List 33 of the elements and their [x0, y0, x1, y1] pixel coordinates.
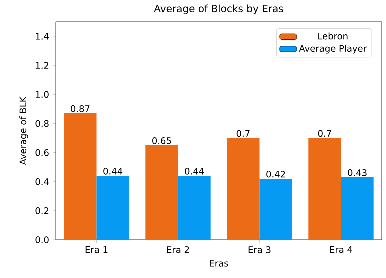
- y-tick-label: 0.8: [36, 120, 49, 128]
- data-label: 0.7: [236, 130, 250, 138]
- bar: [260, 178, 292, 240]
- bar: [178, 176, 211, 240]
- y-tick-label: 1.4: [36, 33, 49, 40]
- y-tick-label: 1.2: [36, 62, 49, 69]
- y-tick-label: 0.2: [36, 208, 49, 214]
- data-label: 0.7: [318, 130, 332, 138]
- data-label: 0.44: [185, 168, 204, 175]
- y-tick-label: 0.6: [36, 149, 49, 156]
- bar: [341, 177, 374, 240]
- data-label: 0.65: [152, 138, 172, 144]
- x-axis-title: Eras: [210, 260, 228, 267]
- y-tick-label: 1.0: [36, 91, 49, 98]
- bar: [227, 138, 260, 240]
- data-label: 0.44: [104, 168, 123, 175]
- legend-label: Lebron: [318, 32, 348, 40]
- y-axis-title: Average of BLK: [20, 96, 28, 166]
- bar: [96, 176, 130, 240]
- y-tick-label: 0.0: [36, 236, 49, 244]
- bar: [146, 146, 178, 240]
- data-label: 0.87: [71, 106, 90, 112]
- x-tick-label: Era 3: [248, 246, 271, 254]
- legend-label: Average Player: [299, 45, 368, 54]
- y-tick-label: 0.4: [36, 178, 49, 186]
- x-tick-label: Era 2: [167, 246, 190, 254]
- x-tick-label: Era 4: [330, 246, 352, 254]
- bar: [308, 138, 342, 240]
- x-tick-label: Era 1: [86, 246, 108, 254]
- data-label: 0.42: [266, 170, 286, 178]
- bar: [64, 114, 97, 240]
- chart-title: Average of Blocks by Eras: [154, 4, 284, 14]
- data-label: 0.43: [348, 169, 367, 176]
